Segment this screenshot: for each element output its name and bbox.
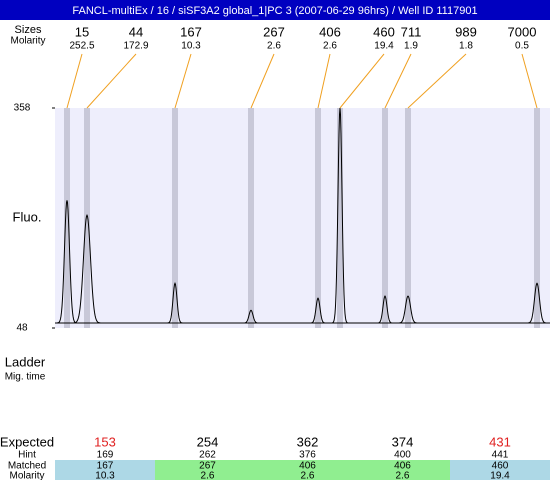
peak-band — [405, 108, 411, 328]
peak-band — [382, 108, 388, 328]
title-bar — [0, 0, 550, 20]
matched-value: 406 — [394, 461, 411, 472]
expected-value: 374 — [392, 434, 414, 449]
matched-value: 167 — [97, 461, 114, 472]
y-tick-label: 358 — [14, 103, 31, 114]
row-label: Hint — [18, 450, 36, 461]
hint-value: 441 — [492, 450, 509, 461]
peak-size: 460 — [373, 24, 395, 39]
molarity-value: 2.6 — [201, 471, 215, 480]
table-cell — [450, 460, 550, 480]
matched-value: 460 — [492, 461, 509, 472]
table-cell — [55, 460, 155, 480]
peak-size: 711 — [401, 24, 422, 39]
molarity-value: 19.4 — [490, 471, 510, 480]
expected-value: 362 — [297, 434, 319, 449]
peak-band — [315, 108, 321, 328]
table-cell — [260, 460, 355, 480]
hint-value: 376 — [299, 450, 316, 461]
matched-value: 267 — [199, 461, 216, 472]
y-tick-label: 48 — [16, 323, 28, 334]
peak-band — [337, 108, 343, 328]
peak-band — [172, 108, 178, 328]
row-label: Expected — [0, 434, 54, 449]
peak-connector — [250, 53, 275, 109]
peak-size: 7000 — [508, 24, 537, 39]
peak-connector — [174, 53, 192, 109]
size-label: Sizes — [15, 24, 42, 36]
expected-value: 254 — [197, 434, 219, 449]
peak-band — [248, 108, 254, 328]
migration-label: Mig. time — [5, 372, 46, 383]
peak-connector — [521, 53, 538, 109]
peak-connector — [86, 53, 137, 109]
expected-value: 153 — [94, 434, 116, 449]
peak — [527, 282, 547, 324]
peak-connector — [407, 53, 467, 109]
molarity-label: Molarity — [10, 36, 45, 47]
peak-size: 267 — [263, 24, 285, 39]
table-cell — [355, 460, 450, 480]
row-label: Matched — [8, 461, 46, 472]
peak — [377, 295, 393, 324]
peak-connector — [317, 53, 331, 109]
molarity-value: 2.6 — [301, 471, 315, 480]
expected-value: 431 — [489, 434, 511, 449]
peak-molarity: 2.6 — [323, 41, 337, 52]
peak-molarity: 19.4 — [374, 41, 394, 52]
peak — [243, 309, 259, 324]
peak-molarity: 252.5 — [69, 41, 94, 52]
peak-connector — [384, 53, 412, 109]
peak-size: 44 — [129, 24, 143, 39]
peak-molarity: 172.9 — [123, 41, 148, 52]
peak-band — [534, 108, 540, 328]
peak-molarity: 0.5 — [515, 41, 529, 52]
hint-value: 262 — [199, 450, 216, 461]
matched-value: 406 — [299, 461, 316, 472]
peak-molarity: 1.9 — [404, 41, 418, 52]
peak-molarity: 1.8 — [459, 41, 473, 52]
peak — [73, 213, 101, 324]
peak — [398, 295, 418, 324]
peak-molarity: 10.3 — [181, 41, 201, 52]
peak-size: 15 — [75, 24, 89, 39]
peak-size: 989 — [455, 24, 477, 39]
peak — [167, 282, 183, 324]
peak-connector — [339, 53, 385, 109]
peak-size: 406 — [319, 24, 341, 39]
peak — [310, 297, 326, 324]
peak-size: 167 — [180, 24, 202, 39]
molarity-value: 10.3 — [95, 471, 115, 480]
molarity-value: 2.6 — [396, 471, 410, 480]
peak-band — [64, 108, 70, 328]
hint-value: 169 — [97, 450, 114, 461]
hint-value: 400 — [394, 450, 411, 461]
title: FANCL-multiEx / 16 / siSF3A2 global_1|PC… — [72, 5, 477, 17]
peak-molarity: 2.6 — [267, 41, 281, 52]
row-label: Molarity — [9, 471, 44, 480]
peak-band — [84, 108, 90, 328]
plot-area — [55, 108, 550, 328]
table-cell — [155, 460, 260, 480]
y-axis-label: Fluo. — [13, 209, 42, 224]
ladder-label: Ladder — [5, 354, 46, 369]
peak-connector — [66, 53, 83, 109]
peak — [56, 200, 78, 324]
